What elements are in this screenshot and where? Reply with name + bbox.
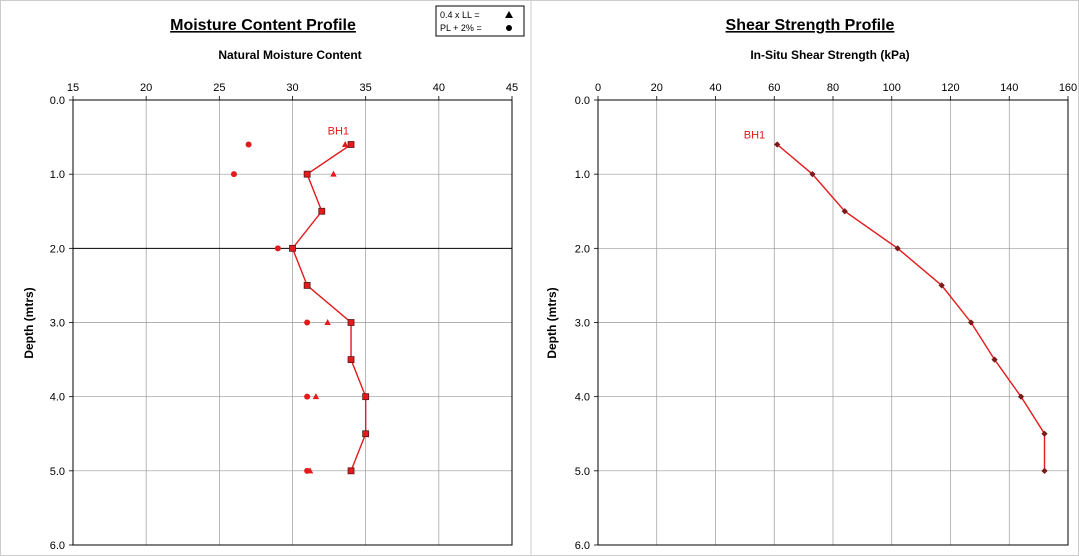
moisture-square-marker	[347, 467, 355, 475]
x-tick-label: 140	[1000, 82, 1018, 94]
y-tick-label: 1.0	[575, 169, 590, 181]
y-tick-label: 4.0	[575, 392, 590, 404]
x-tick-label: 30	[286, 82, 298, 94]
x-tick-label: 80	[827, 82, 839, 94]
ll-triangle-marker	[324, 319, 331, 325]
shear-ylabel: Depth (mtrs)	[545, 287, 559, 358]
shear-subtitle: In-Situ Shear Strength (kPa)	[750, 48, 909, 62]
moisture-legend: 0.4 x LL = PL + 2% =	[435, 5, 525, 37]
y-tick-label: 5.0	[50, 466, 65, 478]
moisture-square-marker	[347, 319, 355, 326]
x-tick-label: 40	[709, 82, 721, 94]
x-tick-label: 100	[883, 82, 901, 94]
y-tick-label: 2.0	[50, 243, 65, 255]
pl-circle-marker	[304, 393, 311, 400]
x-tick-label: 35	[360, 82, 372, 94]
x-tick-label: 120	[941, 82, 959, 94]
x-tick-label: 160	[1059, 82, 1077, 94]
pl-circle-marker	[304, 467, 311, 474]
y-tick-label: 6.0	[50, 540, 65, 552]
x-tick-label: 60	[768, 82, 780, 94]
legend-box	[435, 5, 525, 37]
y-tick-label: 1.0	[50, 169, 65, 181]
plot-border	[72, 99, 513, 546]
ll-triangle-marker	[341, 141, 349, 147]
moisture-square-marker	[362, 430, 370, 438]
moisture-square-marker	[289, 244, 296, 252]
ll-triangle-marker	[312, 393, 320, 400]
y-tick-label: 6.0	[575, 540, 590, 552]
moisture-square-marker	[303, 170, 311, 178]
moisture-square-marker	[318, 207, 326, 215]
x-tick-label: 20	[651, 82, 663, 94]
moisture-title: Moisture Content Profile	[170, 17, 356, 34]
legend-circle-icon	[506, 25, 512, 31]
shear-diamond-marker	[1041, 467, 1048, 474]
shear-diamond-marker	[938, 282, 945, 289]
shear-diamond-marker	[1017, 393, 1025, 400]
moisture-series-line	[291, 143, 367, 472]
moisture-bh1-label: BH1	[328, 126, 349, 138]
ll-triangle-marker	[330, 170, 337, 177]
moisture-square-marker	[303, 282, 311, 289]
pl-circle-marker	[304, 319, 311, 326]
pl-circle-marker	[245, 141, 252, 148]
moisture-ylabel: Depth (mtrs)	[22, 287, 36, 358]
x-tick-label: 15	[67, 82, 79, 94]
y-tick-label: 0.0	[50, 95, 65, 107]
shear-title: Shear Strength Profile	[726, 17, 895, 34]
shear-diamond-marker	[1041, 430, 1048, 437]
moisture-square-marker	[362, 393, 370, 401]
y-tick-label: 4.0	[50, 392, 65, 404]
x-tick-label: 40	[433, 82, 445, 94]
shear-bh1-label: BH1	[744, 130, 765, 142]
x-tick-label: 25	[213, 82, 225, 94]
shear-series-line	[776, 143, 1046, 471]
plot-border	[597, 99, 1069, 546]
legend-label-pl: PL + 2% =	[440, 23, 482, 33]
y-tick-label: 3.0	[575, 318, 590, 330]
y-tick-label: 3.0	[50, 318, 65, 330]
moisture-subtitle: Natural Moisture Content	[218, 48, 361, 62]
moisture-plot-area: 15 20 25 30 35 40 45 0.0 1.0 2.0 3.0 4.0 5.0 6.0 BH1	[50, 82, 518, 552]
legend-label-ll: 0.4 x LL =	[440, 10, 479, 20]
y-tick-label: 2.0	[575, 243, 590, 255]
shear-plot-area: 0 20 40 60 80 100 120 140 160 0.0 1.0 2.0 3.0 4.0 5.0 6…	[575, 82, 1077, 552]
x-tick-label: 20	[140, 82, 152, 94]
x-tick-label: 45	[506, 82, 518, 94]
pl-circle-marker	[274, 245, 281, 252]
moisture-square-marker	[347, 356, 355, 363]
legend-triangle-icon	[505, 11, 513, 18]
y-tick-label: 5.0	[575, 466, 590, 478]
x-tick-label: 0	[595, 82, 601, 94]
moisture-square-marker	[347, 141, 355, 148]
y-tick-label: 0.0	[575, 95, 590, 107]
pl-circle-marker	[230, 171, 237, 178]
